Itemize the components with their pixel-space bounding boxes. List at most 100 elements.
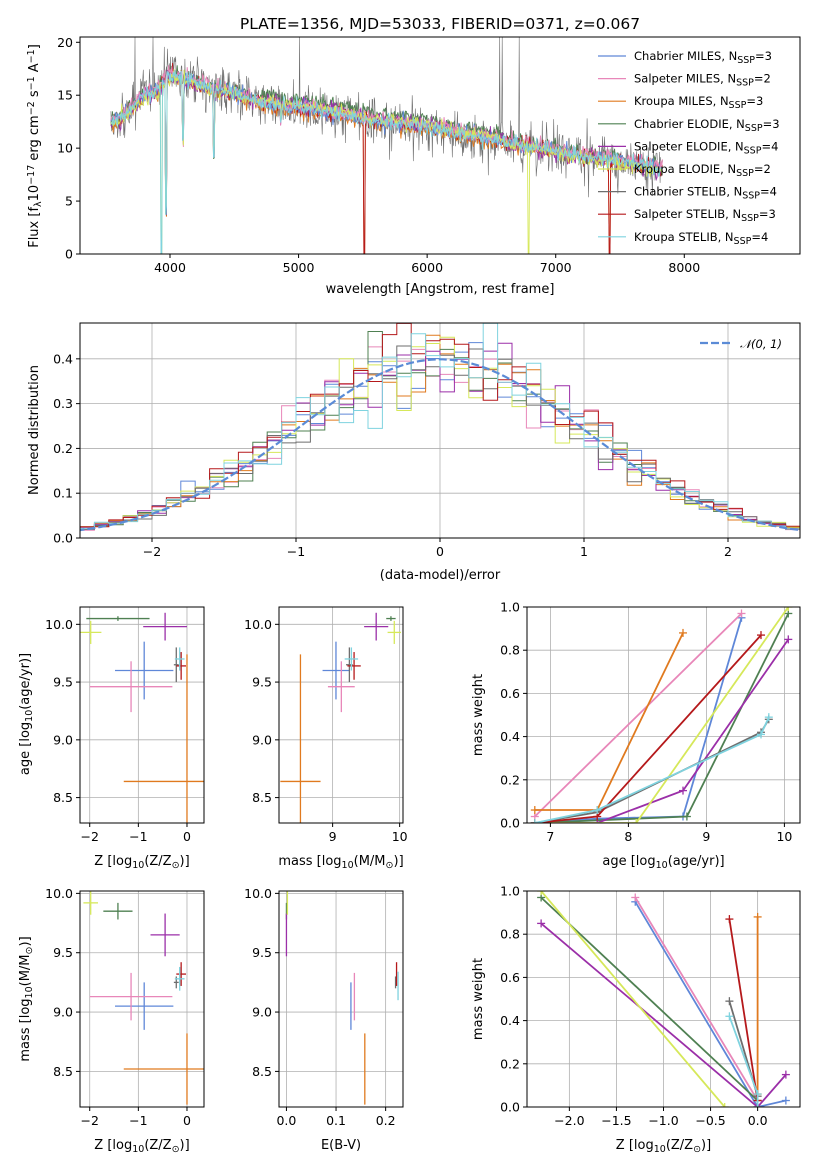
x-axis-label: mass [log10(M/M⊙)]	[278, 854, 403, 871]
y-tick-label: 10.0	[45, 617, 73, 632]
axes-border	[79, 606, 205, 824]
weight-marker	[753, 1090, 762, 1099]
x-axis-label: age [log10(age/yr)]	[602, 854, 724, 871]
plot-area	[80, 323, 800, 533]
x-tick-label: −2	[81, 829, 99, 844]
y-tick-label: 0.0	[500, 816, 520, 831]
y-tick-label: 20	[57, 35, 73, 50]
y-tick-label: 1.0	[500, 884, 520, 899]
y-tick-label: 8.5	[252, 1064, 272, 1079]
weight-marker	[682, 812, 691, 821]
x-tick-label: 1	[580, 544, 588, 559]
weight-line	[534, 632, 684, 811]
x-tick-label: −2.0	[554, 1113, 584, 1128]
weight-line	[534, 613, 790, 823]
x-tick-label: 5000	[283, 260, 315, 275]
figure-title: PLATE=1356, MJD=53033, FIBERID=0371, z=0…	[240, 15, 640, 33]
gaussian-curve	[80, 358, 800, 532]
y-axis-label: Normed distribution	[27, 365, 42, 495]
axes-frame: 4000 5000 6000 7000 8000 0 5 10 15 20 Chabrier MIL…	[26, 35, 801, 297]
weight-marker	[537, 891, 546, 895]
y-tick-label: 0.1	[53, 486, 73, 501]
axes-frame: −2 −1 0 8.5 9.0 9.5 10.0 Z [log10(Z/Z⊙)] age [lo…	[18, 606, 205, 871]
plot-area	[530, 607, 793, 823]
y-tick-label: 0.4	[500, 1013, 520, 1028]
y-tick-label: 10.0	[244, 617, 272, 632]
plot-area	[80, 612, 204, 823]
axes-frame: −2 −1 0 1 2 0.0 0.1 0.2 0.3 0.4 𝒩(0, 1) (data-model…	[27, 322, 801, 583]
weight-marker	[530, 806, 539, 815]
weight-marker	[679, 628, 687, 637]
weight-line	[728, 918, 759, 1101]
y-tick-label: 0.2	[500, 772, 520, 787]
x-axis-label: Z [log10(Z/Z⊙)]	[94, 854, 189, 871]
x-tick-label: 9	[702, 829, 710, 844]
x-tick-label: −2	[143, 544, 161, 559]
legend-label: Kroupa MILES, NSSP=3	[634, 94, 763, 111]
axes-frame: −2 −1 0 8.5 9.0 9.5 10.0 Z [log10(Z/Z⊙)] mass [l…	[18, 886, 205, 1155]
y-tick-label: 8.5	[53, 790, 73, 805]
weight-line	[534, 607, 790, 823]
weight-marker	[725, 1012, 734, 1021]
plot-area	[537, 891, 790, 1107]
legend-label: Salpeter STELIB, NSSP=3	[634, 207, 776, 224]
weight-marker	[753, 912, 762, 921]
spectrum-model-line	[110, 69, 663, 254]
axes-weight-vs-age: 7 8 9 10 0.0 0.2 0.4 0.6 0.8 1.0 mass weight age [l…	[471, 600, 801, 871]
x-tick-label: −1.0	[648, 1113, 678, 1128]
axes-frame: 0.0 0.1 0.2 8.5 9.0 9.5 10.0 E(B-V)	[244, 886, 404, 1153]
legend-label: Salpeter ELODIE, NSSP=4	[634, 139, 778, 156]
weight-marker	[530, 819, 539, 823]
weight-line	[540, 896, 759, 1102]
axes-mass-vs-Z: −2 −1 0 8.5 9.0 9.5 10.0 Z [log10(Z/Z⊙)] mass [l…	[18, 886, 205, 1155]
x-axis-label: wavelength [Angstrom, rest frame]	[326, 282, 555, 297]
axes-border	[526, 606, 801, 824]
weight-line	[634, 901, 787, 1107]
weight-line	[540, 891, 726, 1107]
x-axis-label: Z [log10(Z/Z⊙)]	[616, 1138, 711, 1155]
y-axis-label: age [log10(age/yr)]	[18, 653, 35, 775]
spectrum-model-line	[110, 70, 663, 215]
y-tick-label: 0	[65, 247, 73, 262]
weight-line	[534, 718, 770, 823]
x-tick-label: −2	[81, 1113, 99, 1128]
weight-line	[534, 716, 770, 823]
legend-label: Salpeter MILES, NSSP=2	[634, 72, 771, 89]
x-tick-label: 4000	[154, 260, 186, 275]
weight-marker	[764, 713, 773, 722]
x-tick-label: 10	[392, 829, 408, 844]
x-tick-label: 2	[724, 544, 732, 559]
x-tick-label: −0.5	[695, 1113, 725, 1128]
x-tick-label: 7000	[540, 260, 572, 275]
x-tick-label: −1	[287, 544, 305, 559]
legend-label: Kroupa STELIB, NSSP=4	[634, 230, 768, 247]
y-tick-label: 9.0	[252, 1005, 272, 1020]
y-tick-label: 9.0	[252, 732, 272, 747]
weight-line	[534, 634, 762, 823]
x-axis-label: E(B-V)	[321, 1138, 361, 1153]
axes-frame: −2.0 −1.5 −1.0 −0.5 0.0 0.0 0.2 0.4 0.6 0.8 1.0 mas…	[471, 884, 801, 1155]
y-tick-label: 0.6	[500, 970, 520, 985]
x-tick-label: 8	[624, 829, 632, 844]
plot-area	[285, 891, 399, 1105]
x-axis-label: Z [log10(Z/Z⊙)]	[94, 1138, 189, 1155]
y-tick-label: 0.2	[500, 1056, 520, 1071]
axes-mass-vs-ebv: 0.0 0.1 0.2 8.5 9.0 9.5 10.0 E(B-V)	[244, 886, 404, 1153]
x-tick-label: 0.2	[376, 1113, 396, 1128]
legend-label: Chabrier MILES, NSSP=3	[634, 49, 772, 66]
axes-border	[79, 890, 205, 1108]
y-axis-label: Flux [fλ10−17 erg cm−2 s−1 A−1]	[26, 44, 44, 248]
axes-border	[79, 36, 801, 255]
weight-marker	[737, 609, 746, 618]
axes-border	[278, 606, 404, 824]
plot-area	[110, 37, 663, 254]
hist-legend: 𝒩(0, 1)	[700, 337, 782, 351]
y-tick-label: 0.6	[500, 686, 520, 701]
axes-spectrum: 4000 5000 6000 7000 8000 0 5 10 15 20 Chabrier MIL…	[26, 35, 801, 297]
y-axis-label: mass weight	[471, 958, 486, 1040]
weight-line	[534, 612, 743, 818]
weight-marker	[784, 607, 793, 611]
y-tick-label: 8.5	[252, 790, 272, 805]
axes-age-vs-mass: 9 10 8.5 9.0 9.5 10.0 mass [log10(M/M⊙)]	[244, 606, 408, 871]
